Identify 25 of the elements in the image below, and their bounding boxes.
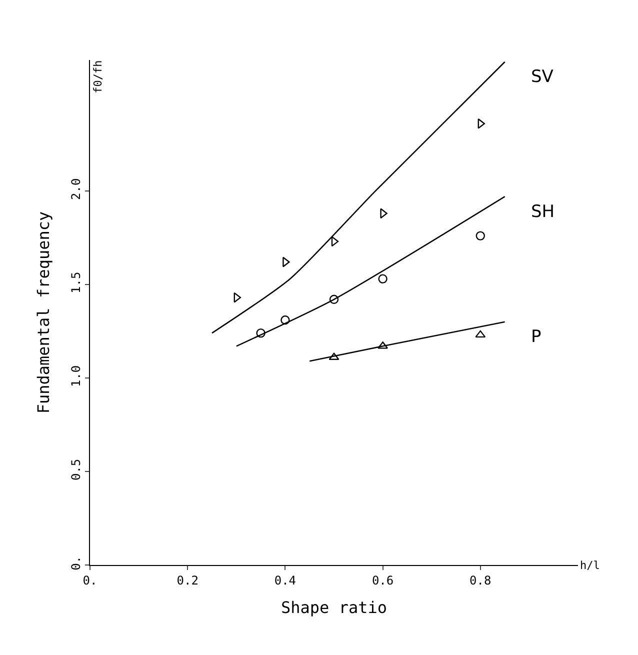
y-tick-label: 0. — [69, 556, 84, 570]
point — [331, 236, 339, 247]
y-axis-title: Fundamental frequency — [34, 210, 54, 414]
x-tick-label: 0.2 — [176, 573, 198, 588]
point — [475, 330, 486, 338]
point — [256, 328, 266, 338]
y-tick-label: 2.0 — [69, 178, 84, 200]
y-tick-label: 0.5 — [69, 458, 84, 481]
line-series — [211, 61, 506, 334]
series-label: SH — [531, 202, 555, 222]
series-label: P — [531, 327, 542, 347]
x-tick-label: 0.8 — [470, 573, 492, 588]
x-axis-title: Shape ratio — [281, 598, 387, 618]
text: h/l — [580, 559, 600, 572]
annotation: f0/fh — [92, 60, 105, 94]
x-tick-label: 0.6 — [372, 573, 394, 588]
point — [378, 274, 388, 284]
point — [280, 315, 290, 325]
x-tick-label: 0. — [82, 573, 98, 588]
series-label: SV — [531, 67, 554, 87]
point — [476, 231, 485, 240]
x-tick-label: 0.4 — [274, 573, 296, 588]
point — [329, 294, 339, 304]
y-tick-label: 1.5 — [69, 272, 84, 294]
y-tick-label: 1.0 — [69, 365, 84, 388]
